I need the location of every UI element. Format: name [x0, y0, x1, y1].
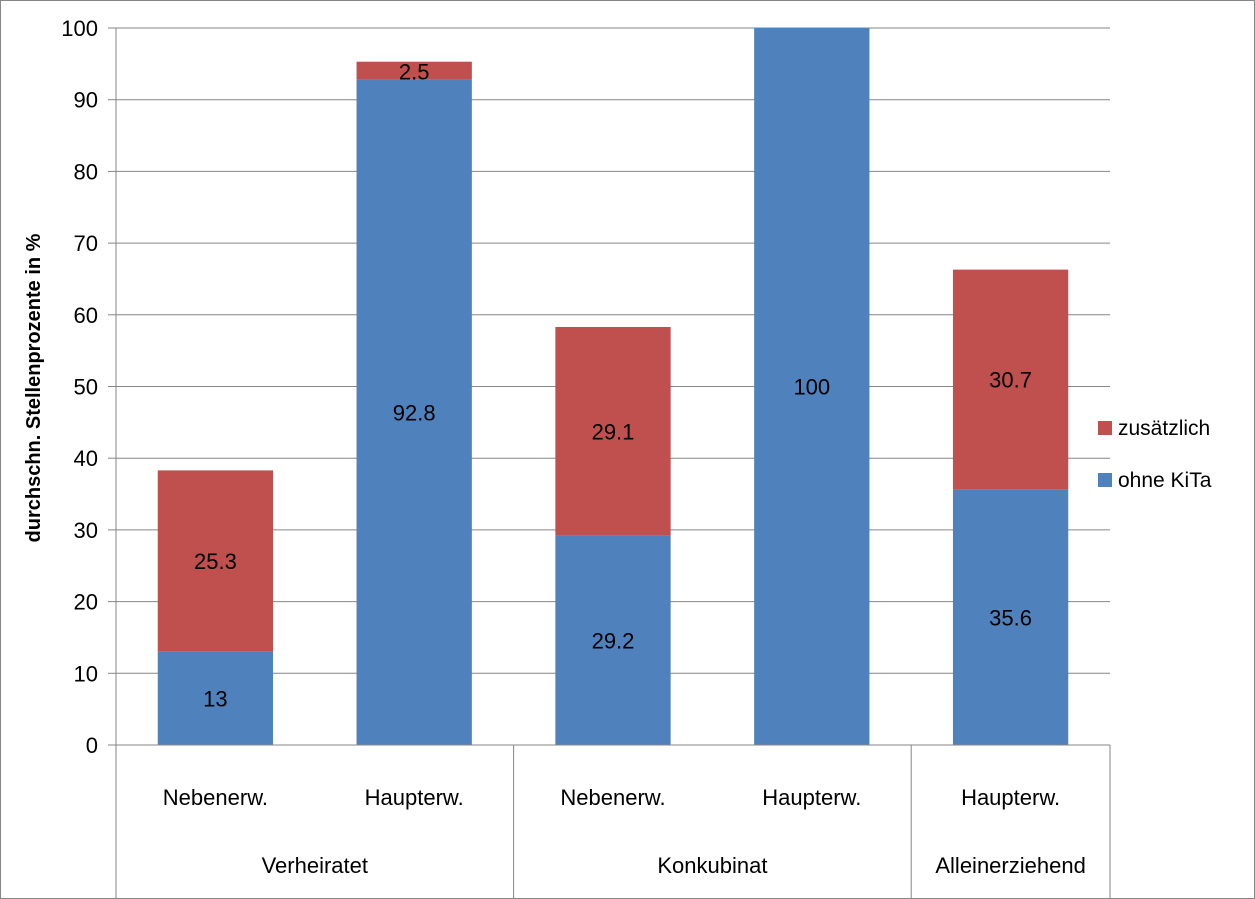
axes	[108, 27, 1111, 899]
data-label: 2.5	[399, 60, 430, 85]
x-tick-label: Haupterw.	[961, 785, 1060, 810]
x-tick-label: Haupterw.	[365, 785, 464, 810]
y-tick-label: 70	[74, 231, 98, 256]
group-label: Alleinerziehend	[935, 853, 1085, 878]
legend-swatch	[1098, 421, 1112, 435]
data-labels: 13 92.8 29.2 100 35.6 25.3 2.5 29.1 30.7	[194, 60, 1032, 712]
y-tick-label: 30	[74, 518, 98, 543]
y-tick-label: 10	[74, 661, 98, 686]
data-label: 100	[793, 375, 830, 400]
x-tick-label: Haupterw.	[762, 785, 861, 810]
bar-segment	[157, 470, 274, 652]
data-label: 29.1	[592, 419, 635, 444]
bar-segment	[555, 326, 671, 536]
bar-segment	[356, 61, 472, 80]
data-label: 30.7	[989, 368, 1032, 393]
bar-segment	[952, 269, 1069, 490]
group-label: Verheiratet	[262, 853, 368, 878]
bar-segment	[356, 79, 472, 745]
y-tick-label: 90	[74, 88, 98, 113]
bars	[157, 28, 1069, 745]
bar-segment	[952, 489, 1069, 745]
data-label: 35.6	[989, 605, 1032, 630]
y-tick-label: 80	[74, 159, 98, 184]
gridlines	[116, 27, 1110, 674]
y-tick-label: 60	[74, 303, 98, 328]
group-label: Konkubinat	[657, 853, 767, 878]
x-tick-label: Nebenerw.	[560, 785, 665, 810]
data-label: 13	[203, 686, 227, 711]
data-label: 25.3	[194, 549, 237, 574]
legend-label: ohne KiTa	[1118, 469, 1212, 492]
legend: zusätzlich ohne KiTa	[1098, 417, 1212, 492]
legend-swatch	[1098, 473, 1112, 487]
y-tick-label: 40	[74, 446, 98, 471]
y-tick-labels: 0 10 20 30 40 50 60 70 80 90 100	[61, 16, 98, 758]
data-label: 29.2	[592, 628, 635, 653]
y-axis-title: durchschn. Stellenprozente in %	[23, 233, 45, 542]
y-tick-label: 20	[74, 590, 98, 615]
bar-segment	[555, 535, 671, 745]
y-tick-label: 0	[86, 733, 98, 758]
y-tick-label: 100	[61, 16, 98, 41]
legend-label: zusätzlich	[1118, 417, 1210, 440]
category-labels: Nebenerw. Haupterw. Nebenerw. Haupterw. Haup…	[163, 785, 1086, 878]
y-tick-label: 50	[74, 375, 98, 400]
bar-segment	[157, 651, 274, 745]
bar-segment	[754, 28, 870, 745]
data-label: 92.8	[393, 400, 436, 425]
x-tick-label: Nebenerw.	[163, 785, 268, 810]
